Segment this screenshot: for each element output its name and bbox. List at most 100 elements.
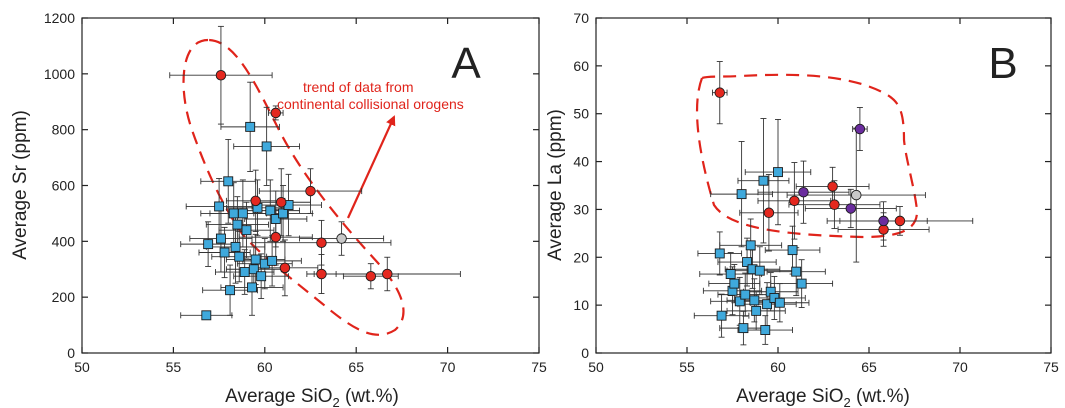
panel-a-y-tick-label: 200 bbox=[52, 289, 76, 305]
panel-a-x-title-main: Average SiO bbox=[225, 386, 332, 407]
panel-a-square-point bbox=[223, 176, 234, 187]
panel-b-purple-point bbox=[798, 186, 809, 198]
panel-b-square-point bbox=[773, 167, 783, 178]
panel-b-plot-frame bbox=[595, 17, 1052, 354]
panel-b-x-tick-label: 65 bbox=[861, 359, 877, 375]
panel-b-square-point bbox=[714, 248, 725, 259]
panel-b-square-point bbox=[760, 325, 771, 335]
panel-b-square-point bbox=[791, 266, 802, 277]
panel-b-square-point bbox=[734, 296, 745, 307]
panel-b-x-title-subscript: 2 bbox=[844, 395, 851, 408]
panel-a-square-point bbox=[250, 254, 261, 265]
panel-a-red-point bbox=[270, 107, 282, 119]
panel-a-square-point bbox=[241, 225, 252, 236]
panel-a: trend of data from continental collision… bbox=[10, 10, 547, 408]
panel-b-trend-envelope bbox=[696, 73, 919, 239]
panel-b-y-tick-label: 30 bbox=[573, 201, 589, 217]
panel-a-markers bbox=[201, 69, 393, 321]
panel-a-square-point bbox=[261, 141, 272, 152]
panel-a-square-point bbox=[230, 241, 241, 252]
panel-a-y-tick-label: 1200 bbox=[44, 10, 75, 26]
panel-a-square-point bbox=[203, 239, 214, 250]
panel-a-square-point bbox=[265, 205, 276, 216]
panel-b-purple-point bbox=[878, 215, 889, 227]
panel-a-red-point bbox=[279, 262, 291, 274]
panel-a-square-point bbox=[201, 310, 212, 321]
panel-b-square-point bbox=[754, 265, 765, 276]
panel-a-x-tick-label: 75 bbox=[531, 359, 547, 375]
panel-b-square-point bbox=[749, 295, 760, 306]
panel-b-red-point bbox=[827, 181, 838, 192]
panel-b-purple-point bbox=[845, 203, 857, 214]
panel-b-square-point bbox=[758, 175, 769, 186]
panel-b-y-tick-label: 10 bbox=[573, 297, 589, 313]
panel-b-ticks: 50 55 60 65 70 75 0 10 20 30 40 50 60 70 bbox=[573, 10, 1059, 375]
panel-a-red-point bbox=[305, 185, 316, 197]
panel-a-x-tick-label: 50 bbox=[74, 359, 90, 375]
panel-a-square-point bbox=[225, 285, 236, 296]
panel-a-y-tick-label: 800 bbox=[52, 122, 76, 138]
panel-b-x-tick-label: 70 bbox=[952, 359, 968, 375]
panel-a-x-axis-title: Average SiO2 (wt.%) bbox=[225, 386, 399, 408]
panel-a-x-title-unit: (wt.%) bbox=[340, 386, 399, 407]
panel-b-y-tick-label: 70 bbox=[573, 10, 589, 26]
panel-b-red-point bbox=[714, 87, 726, 98]
panel-a-red-point bbox=[270, 231, 282, 243]
panel-b-square-point bbox=[716, 310, 727, 321]
panel-a-square-point bbox=[245, 121, 256, 132]
panel-b-gray-point bbox=[851, 189, 862, 201]
panel-b-markers bbox=[714, 87, 906, 335]
panel-a-red-point bbox=[316, 268, 327, 280]
panel-b-x-tick-label: 50 bbox=[588, 359, 604, 375]
panel-b-x-tick-label: 55 bbox=[679, 359, 695, 375]
panel-a-gray-point bbox=[336, 233, 347, 244]
panel-b-red-point bbox=[763, 207, 775, 219]
panel-a-y-tick-label: 400 bbox=[52, 233, 76, 249]
panel-a-error-bars bbox=[169, 25, 461, 319]
panel-b-y-tick-label: 60 bbox=[573, 58, 589, 74]
panel-b-square-point bbox=[751, 305, 762, 316]
panel-a-x-tick-label: 60 bbox=[257, 359, 273, 375]
panel-a-square-point bbox=[237, 208, 248, 219]
panel-a-red-point bbox=[316, 237, 327, 248]
panel-b-x-tick-label: 75 bbox=[1043, 359, 1059, 375]
panel-a-square-point bbox=[248, 264, 259, 275]
panel-a-annotation-line-1: trend of data from bbox=[303, 79, 414, 95]
panel-a-x-title-subscript: 2 bbox=[333, 395, 340, 408]
panel-a-x-tick-label: 70 bbox=[440, 359, 456, 375]
panel-a-trend-envelope bbox=[182, 38, 405, 336]
panel-b-x-tick-label: 60 bbox=[770, 359, 786, 375]
panel-b-square-point bbox=[736, 189, 747, 200]
panel-a-letter: A bbox=[451, 39, 481, 88]
panel-a-y-tick-label: 600 bbox=[52, 178, 76, 194]
panel-b-y-tick-label: 50 bbox=[573, 106, 589, 122]
panel-a-square-point bbox=[278, 208, 289, 219]
panel-a-y-tick-label: 1000 bbox=[44, 66, 75, 82]
panel-b-red-point bbox=[894, 215, 906, 227]
panel-b-square-point bbox=[738, 323, 749, 334]
panel-a-square-point bbox=[214, 201, 225, 212]
panel-b-y-tick-label: 20 bbox=[573, 249, 589, 265]
panel-b-letter: B bbox=[988, 39, 1017, 88]
panel-b-square-point bbox=[729, 278, 740, 289]
panel-b-square-point bbox=[725, 269, 736, 279]
panel-a-annotation-line-2: continental collisional orogens bbox=[277, 96, 464, 112]
panel-b-purple-point bbox=[854, 123, 866, 135]
panel-b-red-point bbox=[789, 195, 800, 207]
panel-a-square-point bbox=[256, 271, 267, 282]
panel-a-square-point bbox=[239, 267, 250, 277]
panel-b-square-point bbox=[787, 245, 798, 256]
panel-b-y-tick-label: 40 bbox=[573, 154, 589, 170]
panel-a-red-point bbox=[215, 69, 227, 81]
panel-a-square-point bbox=[232, 219, 243, 230]
panel-b-square-point bbox=[740, 289, 751, 300]
panel-b-y-tick-label: 0 bbox=[581, 345, 589, 361]
panel-b-square-point bbox=[796, 278, 807, 289]
panel-a-trend-arrow bbox=[346, 115, 396, 219]
panel-a-x-tick-label: 65 bbox=[348, 359, 364, 375]
panel-a-square-point bbox=[219, 247, 230, 258]
panel-b-x-title-unit: (wt.%) bbox=[851, 386, 910, 407]
panel-a-ticks: 50 55 60 65 70 75 0 200 400 600 800 1000 1200 bbox=[44, 10, 547, 375]
panel-a-square-point bbox=[247, 282, 257, 293]
